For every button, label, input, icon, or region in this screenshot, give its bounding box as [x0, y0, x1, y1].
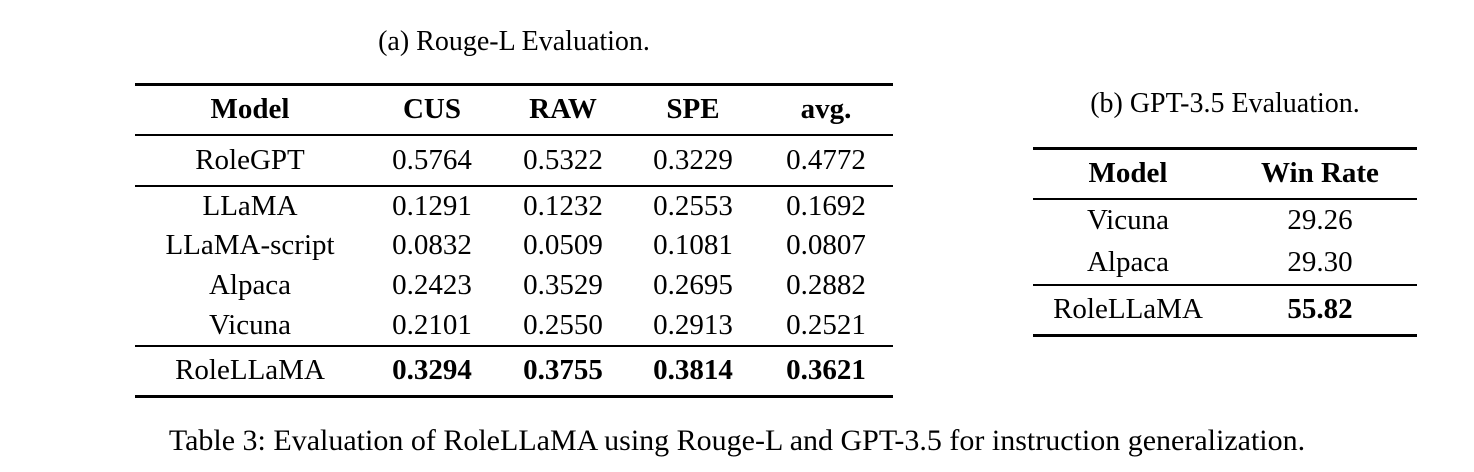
value-cell: 0.2695	[653, 269, 733, 301]
gpt35-table: Model Win Rate Vicuna 29.26 Alpaca 29.30…	[1033, 147, 1417, 337]
model-cell: Vicuna	[1086, 204, 1169, 236]
table-row-vicuna: Vicuna 0.2101 0.2550 0.2913 0.2521	[135, 306, 893, 346]
table-a-caption: (a) Rouge-L Evaluation.	[378, 26, 650, 57]
value-cell: 0.2423	[392, 269, 472, 301]
value-cell: 0.5764	[392, 143, 472, 176]
table-row-alpaca: Alpaca 29.30	[1033, 242, 1417, 285]
model-cell: Alpaca	[1086, 246, 1170, 278]
table-row-rolegpt: RoleGPT 0.5764 0.5322 0.3229 0.4772	[135, 135, 893, 186]
model-cell: RoleGPT	[195, 143, 305, 176]
model-cell: Alpaca	[208, 269, 292, 301]
table-row-alpaca: Alpaca 0.2423 0.3529 0.2695 0.2882	[135, 266, 893, 306]
value-cell: 55.82	[1287, 293, 1353, 326]
table-a-header-cus: CUS	[402, 93, 461, 126]
value-cell: 0.3621	[786, 354, 866, 387]
value-cell: 0.3229	[653, 143, 733, 176]
table-a-header-avg: avg.	[800, 93, 852, 126]
value-cell: 0.2550	[523, 308, 603, 341]
value-cell: 0.2553	[653, 189, 733, 222]
value-cell: 0.2101	[392, 308, 472, 341]
table-a-header-row: Model CUS RAW SPE avg.	[135, 84, 893, 135]
table-b-header-row: Model Win Rate	[1033, 148, 1417, 199]
model-cell: LLaMA-script	[165, 229, 335, 261]
table-a-header-raw: RAW	[529, 93, 597, 126]
table-row-rolellama: RoleLLaMA 0.3294 0.3755 0.3814 0.3621	[135, 346, 893, 397]
table-row-llama-script: LLaMA-script 0.0832 0.0509 0.1081 0.0807	[135, 226, 893, 266]
table-a-header-model: Model	[210, 93, 290, 126]
table-b-caption: (b) GPT-3.5 Evaluation.	[1090, 88, 1360, 119]
value-cell: 0.4772	[786, 143, 866, 176]
value-cell: 0.0807	[786, 229, 866, 261]
value-cell: 29.30	[1287, 246, 1353, 278]
model-cell: RoleLLaMA	[175, 354, 325, 387]
value-cell: 0.1081	[653, 229, 733, 261]
value-cell: 0.1232	[523, 189, 603, 222]
value-cell: 0.2882	[786, 269, 866, 301]
value-cell: 0.2913	[653, 308, 733, 341]
table-row-rolellama: RoleLLaMA 55.82	[1033, 285, 1417, 336]
table-row-vicuna: Vicuna 29.26	[1033, 199, 1417, 242]
value-cell: 0.3529	[523, 269, 603, 301]
model-cell: RoleLLaMA	[1053, 293, 1203, 326]
table-row-llama: LLaMA 0.1291 0.1232 0.2553 0.1692	[135, 186, 893, 226]
value-cell: 0.0509	[523, 229, 603, 261]
figure-caption: Table 3: Evaluation of RoleLLaMA using R…	[168, 424, 1306, 457]
value-cell: 29.26	[1287, 204, 1353, 236]
value-cell: 0.2521	[786, 308, 866, 341]
value-cell: 0.3814	[653, 354, 733, 387]
value-cell: 0.5322	[523, 143, 603, 176]
value-cell: 0.3755	[523, 354, 603, 387]
value-cell: 0.1291	[392, 189, 472, 222]
rouge-l-table: Model CUS RAW SPE avg. RoleGPT 0.5764 0.…	[135, 83, 893, 398]
table-b-header-model: Model	[1088, 157, 1168, 190]
model-cell: LLaMA	[202, 189, 298, 222]
model-cell: Vicuna	[208, 308, 291, 341]
value-cell: 0.0832	[392, 229, 472, 261]
table-a-header-spe: SPE	[666, 93, 720, 126]
value-cell: 0.1692	[786, 189, 866, 222]
value-cell: 0.3294	[392, 354, 472, 387]
table-b-header-win-rate: Win Rate	[1261, 157, 1379, 190]
